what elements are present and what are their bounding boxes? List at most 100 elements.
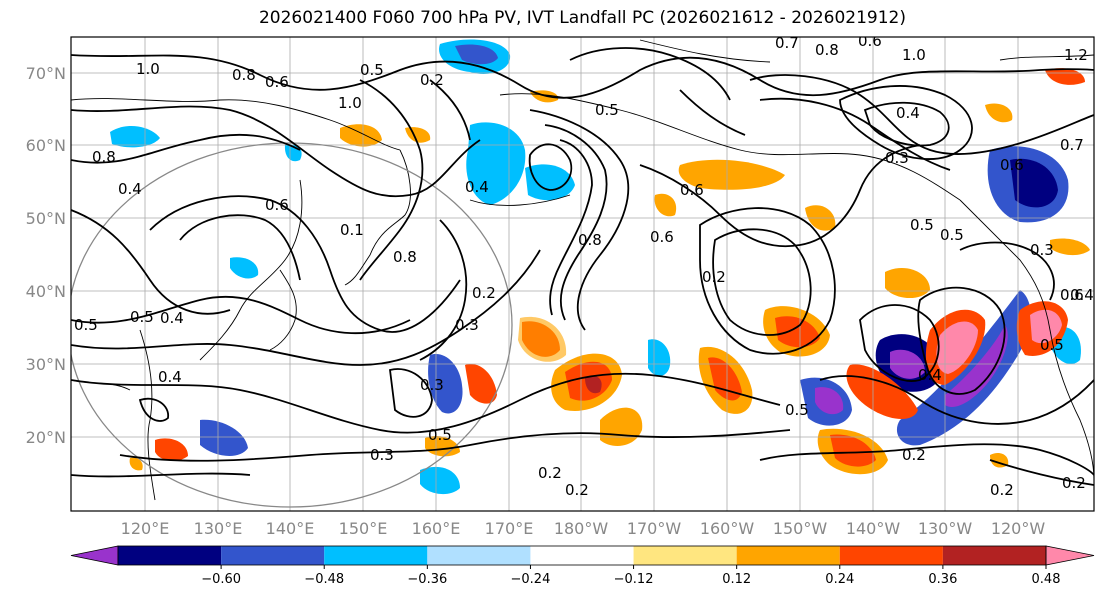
contour-label: 0.5 — [428, 426, 452, 444]
pos-anomaly-blob — [936, 321, 978, 374]
contour-label: 0.3 — [885, 149, 909, 167]
pos-anomaly-blob — [1050, 238, 1090, 256]
colorbar-extend-max — [1045, 545, 1095, 566]
pos-anomaly-blob — [425, 435, 460, 457]
contour-label: 0.6 — [680, 181, 704, 199]
contour-label: 0.8 — [578, 231, 602, 249]
contour-label: 0.7 — [775, 34, 799, 52]
plot-area: 1.0 0.8 0.7 0.8 0.6 1.0 1.2 0.4 0.5 0.6 … — [71, 32, 1094, 511]
pos-anomaly-blob — [129, 457, 143, 471]
pos-anomaly-blob — [585, 375, 602, 394]
pos-anomaly-blob — [518, 316, 567, 362]
colorbar-swatch — [118, 546, 222, 565]
colorbar: −0.60 −0.48 −0.36 −0.24 −0.12 0.12 0.24 0.36 0.4… — [70, 545, 1095, 587]
colorbar-swatch — [633, 546, 737, 565]
lon-label: 120°E — [121, 519, 170, 538]
neg-anomaly-blob — [200, 419, 248, 456]
contour-label: 1.2 — [1064, 46, 1088, 64]
pos-anomaly-blob — [708, 357, 742, 401]
lon-label: 170°E — [485, 519, 534, 538]
contour-label: 0.1 — [340, 221, 364, 239]
neg-anomaly-blob — [428, 354, 463, 414]
neg-anomaly-blob — [230, 257, 259, 279]
contour-label: 0.6 — [1060, 286, 1084, 304]
contour-label: 1.0 — [902, 46, 926, 64]
contour-label: 0.3 — [455, 316, 479, 334]
colorbar-swatch — [736, 546, 840, 565]
contour-label: 1.0 — [338, 94, 362, 112]
colorbar-extend-min — [70, 545, 119, 566]
neg-anomaly-blob — [1010, 158, 1058, 208]
contour-label: 0.4 — [896, 104, 920, 122]
contour-label: 0.5 — [1040, 336, 1064, 354]
lon-label: 170°W — [627, 519, 682, 538]
colorbar-tick-label: −0.36 — [407, 572, 447, 587]
colorbar-swatch — [221, 546, 325, 565]
neg-anomaly-blob — [648, 339, 671, 376]
contour-label: 0.4 — [918, 366, 942, 384]
coastlines — [71, 39, 1094, 501]
colorbar-frame — [117, 545, 1047, 566]
contour-label: 1.0 — [136, 60, 160, 78]
lat-label: 60°N — [26, 136, 66, 155]
contour-label: 0.6 — [265, 73, 289, 91]
colorbar-tick-label: −0.24 — [511, 572, 551, 587]
lon-axis: 120°E 130°E 140°E 150°E 160°E 170°E 180°… — [121, 519, 1046, 538]
colorbar-tick-label: 0.36 — [928, 572, 957, 587]
contour-label: 0.5 — [360, 61, 384, 79]
contour-label: 0.2 — [472, 284, 496, 302]
neg-anomaly-blob — [420, 466, 460, 495]
contour-label: 0.3 — [420, 376, 444, 394]
contour-label: 0.5 — [595, 101, 619, 119]
contour-label: 0.4 — [118, 180, 142, 198]
map-title: 2026021400 F060 700 hPa PV, IVT Landfall… — [258, 8, 906, 28]
gridlines — [71, 37, 1094, 511]
pos-anomaly-blob — [678, 159, 785, 190]
lat-label: 30°N — [26, 355, 66, 374]
colorbar-swatch — [427, 546, 531, 565]
contour-label: 0.8 — [92, 148, 116, 166]
colorbar-swatch — [942, 546, 1046, 565]
neg-anomaly-blob — [110, 126, 160, 148]
contour-label: 0.8 — [815, 41, 839, 59]
pos-anomaly-blob — [985, 103, 1013, 123]
colorbar-tick-label: −0.48 — [304, 572, 344, 587]
pos-anomaly-blob — [775, 316, 820, 348]
lat-label: 20°N — [26, 428, 66, 447]
shading-layer — [110, 39, 1090, 495]
colorbar-swatch — [324, 546, 428, 565]
contour-label: 0.6 — [858, 32, 882, 50]
lon-label: 130°E — [194, 519, 243, 538]
neg-anomaly-blob — [815, 387, 844, 415]
colorbar-tick-label: 0.24 — [825, 572, 854, 587]
lon-label: 140°W — [846, 519, 901, 538]
contour-label: 0.6 — [650, 228, 674, 246]
pv-contours — [71, 47, 1094, 486]
lat-label: 70°N — [26, 64, 66, 83]
range-ring — [71, 142, 513, 508]
lat-label: 50°N — [26, 209, 66, 228]
lon-label: 150°E — [339, 519, 388, 538]
contour-label: 0.2 — [565, 481, 589, 499]
contour-label: 0.3 — [370, 446, 394, 464]
contour-label: 0.8 — [232, 66, 256, 84]
contour-label: 0.2 — [1062, 474, 1086, 492]
contour-label: 0.5 — [910, 216, 934, 234]
lon-label: 140°E — [266, 519, 315, 538]
pos-anomaly-blob — [654, 193, 677, 217]
pos-anomaly-blob — [830, 434, 876, 467]
pos-anomaly-blob — [885, 268, 930, 299]
lon-label: 160°W — [700, 519, 755, 538]
contour-label: 0.4 — [158, 368, 182, 386]
colorbar-tick-label: 0.12 — [722, 572, 751, 587]
contour-label: 0.5 — [130, 308, 154, 326]
lon-label: 130°W — [918, 519, 973, 538]
contour-labels: 1.0 0.8 0.7 0.8 0.6 1.0 1.2 0.4 0.5 0.6 … — [74, 32, 1094, 499]
colorbar-swatch — [839, 546, 943, 565]
contour-label: 0.4 — [1070, 286, 1094, 304]
contour-label: 0.5 — [74, 316, 98, 334]
contour-label: 0.2 — [990, 481, 1014, 499]
contour-label: 0.4 — [465, 178, 489, 196]
contour-label: 0.2 — [420, 71, 444, 89]
